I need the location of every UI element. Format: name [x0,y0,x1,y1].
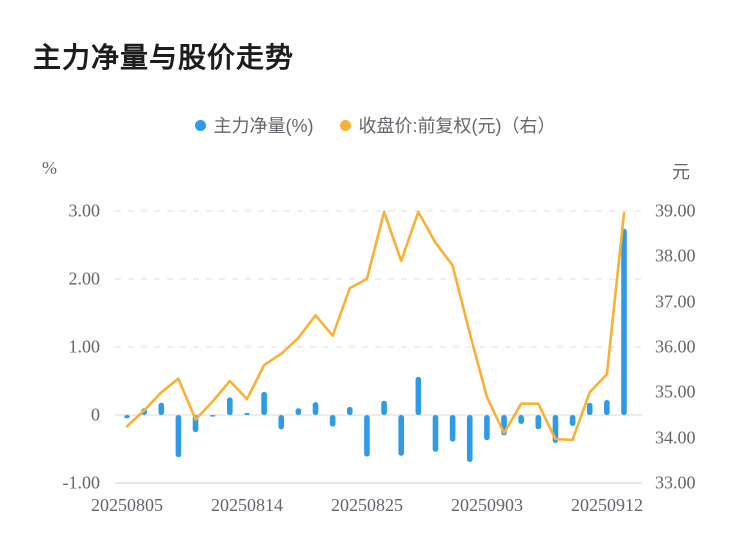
x-axis-tick: 20250903 [451,495,523,515]
right-axis-tick: 39.00 [655,200,696,221]
volume-bar [586,402,593,415]
right-axis-tick: 34.00 [655,427,696,448]
volume-bar [158,402,165,415]
volume-bar [261,391,267,415]
volume-bar [209,415,216,417]
volume-bar [415,376,422,415]
right-axis-tick: 37.00 [655,291,696,312]
left-axis-tick: 3.00 [68,200,101,221]
left-axis-unit: % [42,158,57,178]
legend-dot-yellow-icon [339,119,351,131]
volume-bar [381,400,387,415]
volume-bar [466,415,473,462]
right-axis-tick: 36.00 [655,336,696,357]
volume-bar [432,415,439,452]
right-axis-tick: 38.00 [655,245,696,266]
x-axis-tick: 20250805 [91,495,163,515]
right-axis-unit: 元 [672,162,690,182]
left-axis-tick: -1.00 [62,472,101,493]
legend-dot-blue-icon [194,119,206,131]
volume-bar [227,397,233,415]
volume-bar [518,415,524,424]
volume-bar [569,415,576,426]
volume-bar [484,415,490,441]
x-axis-tick: 20250912 [571,495,643,515]
left-axis-tick: 1.00 [68,336,101,357]
volume-bar [278,415,285,430]
right-axis-tick: 33.00 [655,472,696,493]
volume-bar [312,402,319,415]
volume-bar [621,228,627,415]
left-axis-tick: 2.00 [68,268,101,289]
volume-bar [535,415,542,430]
x-axis-tick: 20250814 [211,495,283,515]
x-axis-tick: 20250825 [331,495,403,515]
volume-bar [346,406,353,415]
right-axis-tick: 35.00 [655,381,696,402]
legend-label: 主力净量(%) [213,116,314,136]
volume-bar [364,415,370,457]
volume-bar [329,415,336,427]
volume-bar [244,412,250,415]
chart-title: 主力净量与股价走势 [33,42,295,73]
legend-item-main-net-volume[interactable]: 主力净量(%) [194,112,314,138]
volume-bar [124,415,130,419]
volume-bar [295,408,302,415]
volume-bar [175,415,182,458]
legend: 主力净量(%) 收盘价:前复权(元)（右） [0,112,750,138]
volume-bar [604,400,610,415]
price-line [125,210,626,442]
volume-bar [398,415,405,456]
left-axis-tick: 0 [91,404,100,425]
volume-bar [449,415,456,442]
legend-label: 收盘价:前复权(元)（右） [358,116,556,136]
legend-item-close-price[interactable]: 收盘价:前复权(元)（右） [339,112,556,138]
